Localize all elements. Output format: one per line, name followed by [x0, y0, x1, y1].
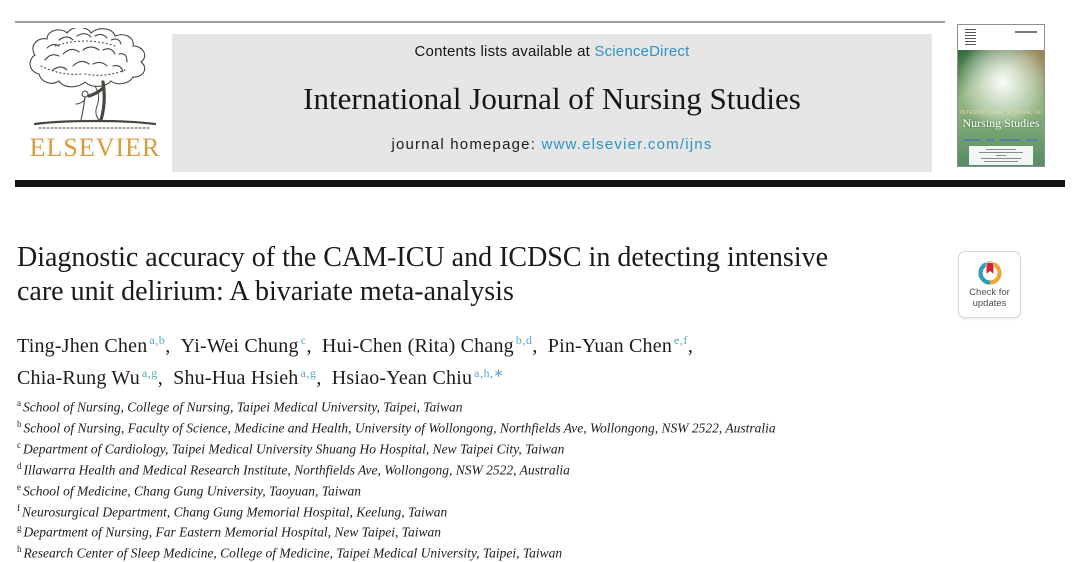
article-title-line1: Diagnostic accuracy of the CAM-ICU and I… [17, 242, 829, 273]
journal-cover-thumbnail: INTERNATIONAL JOURNAL OF Nursing Studies [957, 24, 1045, 167]
author-affiliation-superscript: e,f [674, 333, 688, 347]
author-affiliation-superscript: c [300, 333, 307, 347]
cover-volume-line [964, 139, 1038, 141]
affiliations-list: a School of Nursing, College of Nursing, … [17, 395, 776, 562]
journal-banner: Contents lists available at ScienceDirec… [172, 34, 932, 172]
author-name: Pin-Yuan Chen e,f, [547, 333, 694, 357]
affiliation-line: c Department of Cardiology, Taipei Medica… [17, 439, 565, 457]
affiliation-line: h Research Center of Sleep Medicine, Coll… [17, 544, 563, 561]
affiliation-line: b School of Nursing, Faculty of Science, … [17, 418, 776, 436]
cover-issn-line [1015, 31, 1037, 33]
journal-title: International Journal of Nursing Studies [303, 81, 801, 116]
article-title: Diagnostic accuracy of the CAM-ICU and I… [17, 241, 828, 309]
header-divider-bar [15, 180, 1065, 187]
author-affiliation-superscript: b,d [515, 333, 533, 347]
header-top-rule [15, 21, 945, 23]
author-affiliation-superscript: a,b [149, 333, 166, 347]
elsevier-tree-icon [29, 26, 157, 129]
author-name: Ting-Jhen Chen a,b, [17, 333, 176, 357]
affiliation-line: e School of Medicine, Chang Gung Universi… [17, 481, 361, 499]
elsevier-wordmark: ELSEVIER [29, 133, 161, 162]
author-name: Hui-Chen (Rita) Chang b,d, [321, 333, 543, 357]
author-affiliation-superscript: a,g [141, 365, 158, 380]
author-name: Shu-Hua Hsieh a,g, [173, 365, 327, 390]
elsevier-logo: ELSEVIER [20, 26, 170, 176]
author-name: Yi-Wei Chung c, [180, 333, 317, 357]
sciencedirect-link[interactable]: ScienceDirect [594, 43, 690, 60]
cover-title: Nursing Studies [962, 116, 1040, 130]
homepage-line: journal homepage: www.elsevier.com/ijns [172, 136, 932, 153]
cover-editors-block [969, 146, 1033, 165]
author-name: Hsiao-Yean Chiu a,h,∗ [331, 365, 505, 390]
cover-kicker: INTERNATIONAL JOURNAL OF [960, 110, 1042, 116]
homepage-prefix: journal homepage: [391, 136, 542, 153]
check-for-updates-label: Check for updates [969, 287, 1010, 309]
author-name: Chia-Rung Wu a,g, [17, 365, 169, 390]
journal-homepage-link[interactable]: www.elsevier.com/ijns [541, 136, 713, 153]
cover-publisher-mark-icon [965, 29, 976, 45]
contents-prefix: Contents lists available at [414, 43, 595, 60]
author-affiliation-superscript: a,h,∗ [474, 365, 505, 380]
article-title-line2: care unit delirium: A bivariate meta-ana… [17, 276, 514, 307]
affiliation-line: a School of Nursing, College of Nursing, … [17, 398, 463, 415]
affiliation-line: g Department of Nursing, Far Eastern Memo… [17, 523, 442, 540]
check-for-updates-badge[interactable]: Check for updates [958, 251, 1021, 318]
contents-line: Contents lists available at ScienceDirec… [172, 43, 932, 60]
affiliation-line: f Neurosurgical Department, Chang Gung Me… [17, 502, 448, 520]
crossmark-icon [977, 261, 1002, 285]
author-affiliation-superscript: a,g [300, 365, 317, 380]
affiliation-line: d Illawarra Health and Medical Research I… [17, 460, 570, 478]
author-list: Ting-Jhen Chen a,b, Yi-Wei Chung c, Hui-Ch… [17, 327, 698, 392]
